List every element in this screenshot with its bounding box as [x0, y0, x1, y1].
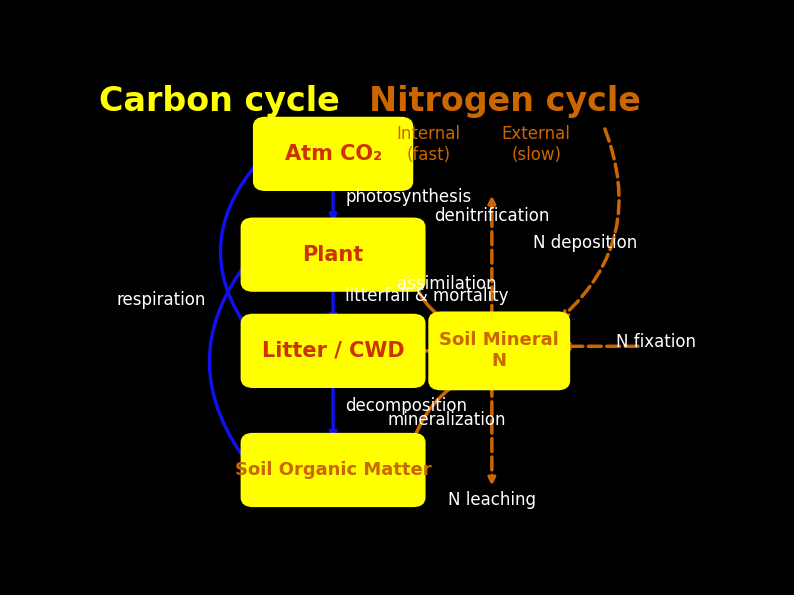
Text: Litter / CWD: Litter / CWD [262, 341, 404, 361]
Text: Atm CO₂: Atm CO₂ [284, 144, 382, 164]
Text: N fixation: N fixation [616, 333, 696, 350]
Text: denitrification: denitrification [434, 206, 549, 225]
Text: Plant: Plant [303, 245, 364, 265]
Text: Soil Organic Matter: Soil Organic Matter [235, 461, 431, 479]
FancyBboxPatch shape [430, 313, 569, 389]
Text: decomposition: decomposition [345, 397, 468, 415]
FancyBboxPatch shape [254, 118, 412, 190]
FancyBboxPatch shape [242, 219, 424, 290]
Text: mineralization: mineralization [387, 411, 506, 428]
Text: litterfall & mortality: litterfall & mortality [345, 287, 509, 305]
Text: N deposition: N deposition [534, 234, 638, 252]
Text: Nitrogen cycle: Nitrogen cycle [369, 84, 642, 118]
Text: respiration: respiration [116, 292, 206, 309]
FancyBboxPatch shape [242, 434, 424, 506]
Text: N leaching: N leaching [448, 491, 536, 509]
FancyBboxPatch shape [242, 315, 424, 387]
Text: assimilation: assimilation [397, 275, 497, 293]
Text: Internal
(fast): Internal (fast) [396, 126, 461, 164]
Text: photosynthesis: photosynthesis [345, 189, 472, 206]
Text: External
(slow): External (slow) [502, 126, 571, 164]
Text: Carbon cycle: Carbon cycle [99, 84, 340, 118]
Text: Soil Mineral
N: Soil Mineral N [439, 331, 559, 370]
